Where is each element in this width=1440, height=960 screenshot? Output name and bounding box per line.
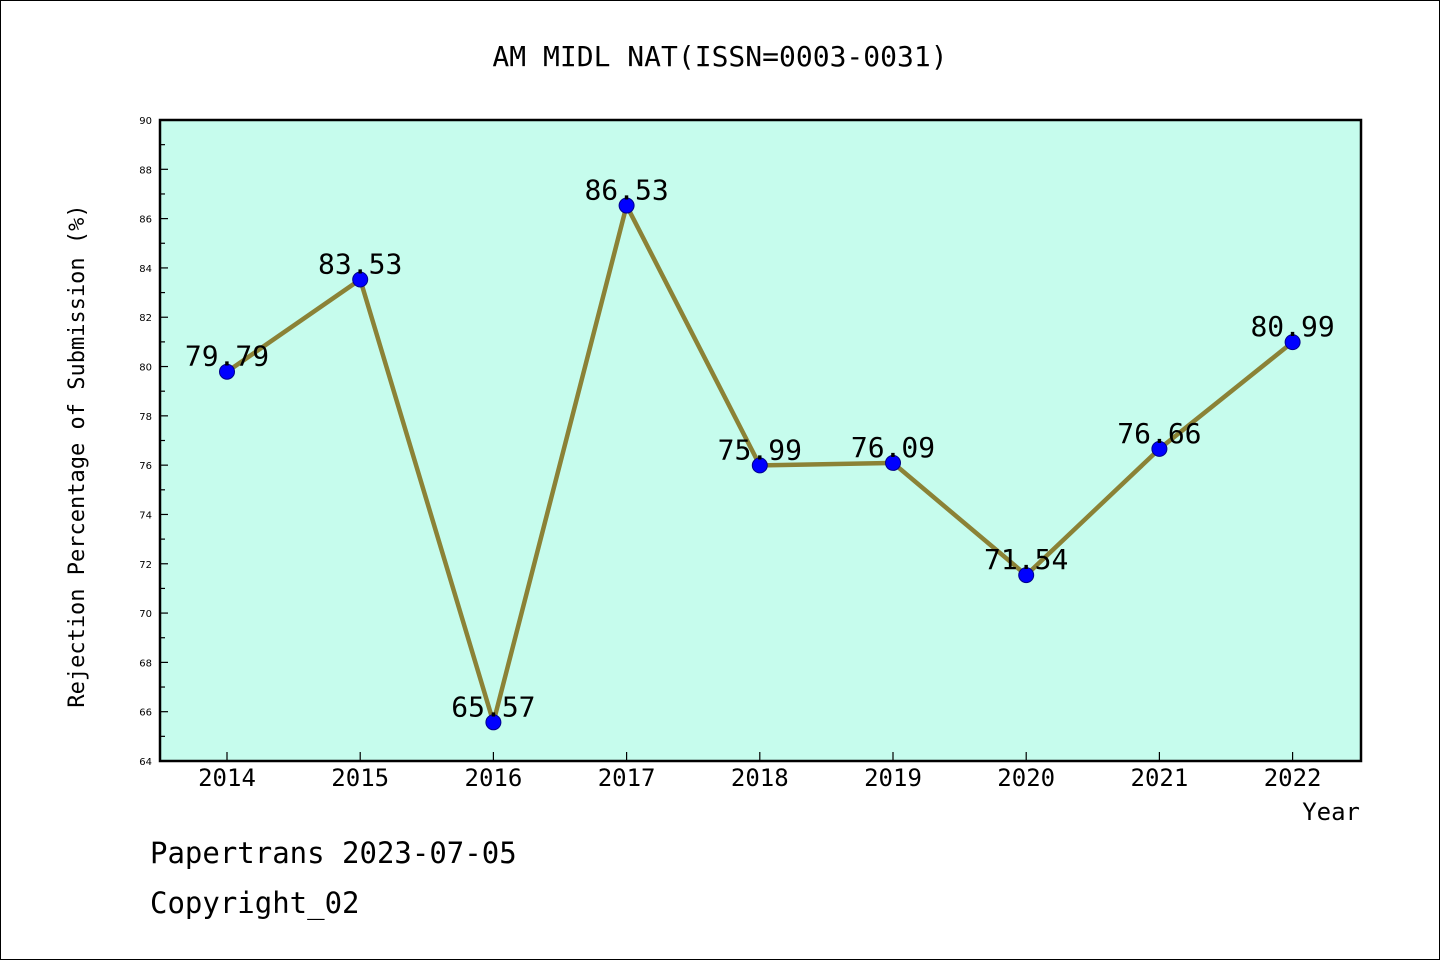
y-tick-label: 64 xyxy=(139,757,152,768)
footer-source: Papertrans 2023-07-05 xyxy=(150,836,517,870)
x-tick-label: 2018 xyxy=(731,764,789,792)
data-point xyxy=(751,457,768,474)
y-tick-label: 70 xyxy=(139,609,152,620)
x-tick-label: 2020 xyxy=(997,764,1055,792)
data-label: 80.99 xyxy=(1250,310,1334,343)
x-tick-label: 2016 xyxy=(465,764,523,792)
y-tick-label: 66 xyxy=(139,708,152,719)
x-tick-label: 2017 xyxy=(598,764,656,792)
chart-title: AM MIDL NAT(ISSN=0003-0031) xyxy=(492,40,947,73)
x-tick-label: 2014 xyxy=(198,764,256,792)
data-label: 76.09 xyxy=(851,431,935,464)
y-tick-label: 72 xyxy=(139,560,152,571)
y-tick-label: 76 xyxy=(139,461,152,472)
data-point xyxy=(219,363,235,380)
y-tick-label: 74 xyxy=(139,510,152,521)
data-label: 76.66 xyxy=(1117,417,1201,450)
data-label: 83.53 xyxy=(318,248,402,281)
series-markers xyxy=(219,197,1301,731)
x-tick-label: 2021 xyxy=(1131,764,1189,792)
plot-border xyxy=(158,118,1363,763)
y-axis-label: Rejection Percentage of Submission (%) xyxy=(65,204,90,707)
x-tick-label: 2015 xyxy=(331,764,389,792)
x-tick-label: 2019 xyxy=(864,764,922,792)
y-tick-label: 68 xyxy=(139,658,152,669)
x-tick-label: 2022 xyxy=(1264,764,1322,792)
data-label: 86.53 xyxy=(584,174,668,207)
y-tick-label: 88 xyxy=(139,165,152,176)
data-point xyxy=(352,271,369,288)
data-label: 75.99 xyxy=(718,433,802,466)
data-point xyxy=(1018,567,1035,584)
x-axis-label: Year xyxy=(1302,798,1360,826)
y-tick-label: 90 xyxy=(139,116,152,127)
data-labels: 79.79 83.53 65.57 86.53 75.99 76.09 71.54 76.66… xyxy=(185,174,1335,724)
data-point xyxy=(485,714,502,731)
y-tick-label: 82 xyxy=(139,313,152,324)
data-label: 71.54 xyxy=(984,543,1068,576)
data-label: 65.57 xyxy=(451,690,535,723)
plot-area xyxy=(160,120,1361,761)
y-tick-label: 84 xyxy=(139,264,152,275)
data-point xyxy=(618,197,635,214)
axis-ticks: 64 66 68 70 72 74 76 78 80 82 84 86 88 90 2014 2015 2016… xyxy=(139,116,1321,792)
data-point xyxy=(1151,440,1168,457)
data-point xyxy=(1284,334,1301,351)
y-tick-label: 80 xyxy=(139,363,152,374)
footer-copyright: Copyright_02 xyxy=(150,886,360,920)
y-tick-label: 78 xyxy=(139,412,152,423)
y-tick-label: 86 xyxy=(139,215,152,226)
data-label: 79.79 xyxy=(185,340,269,373)
data-point xyxy=(885,454,901,471)
